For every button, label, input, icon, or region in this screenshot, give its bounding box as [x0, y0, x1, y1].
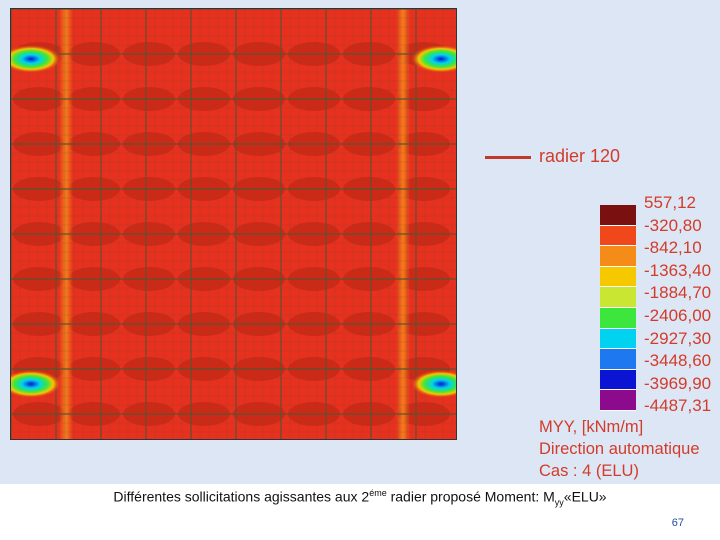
scale-swatch — [600, 369, 636, 391]
scale-swatch — [600, 266, 636, 288]
scale-swatch — [600, 390, 636, 411]
column-strip-right — [396, 9, 410, 439]
hotspot-bottom-right — [411, 370, 456, 398]
scale-value: -320,80 — [644, 215, 702, 235]
scale-value: -4487,31 — [644, 396, 712, 416]
legend-line-label: radier 120 — [539, 146, 621, 166]
page-number: 67 — [671, 517, 684, 529]
legend-line-swatch — [485, 156, 531, 159]
direction-label: Direction automatique — [539, 440, 700, 458]
scale-value: -2406,00 — [644, 305, 712, 325]
scale-value: -1884,70 — [644, 283, 712, 303]
scale-value: -3448,60 — [644, 351, 712, 371]
hotspot-top-left — [11, 45, 61, 73]
figure-caption: Différentes sollicitations agissantes au… — [113, 488, 607, 508]
hotspot-top-right — [411, 45, 456, 73]
scale-value: -842,10 — [644, 238, 702, 258]
scale-value: 557,12 — [644, 193, 696, 212]
scale-value: -1363,40 — [644, 260, 712, 280]
scale-swatch — [600, 205, 636, 226]
scale-value: -2927,30 — [644, 328, 712, 348]
scale-swatch — [600, 349, 636, 370]
scale-swatch — [600, 328, 636, 350]
quantity-label: MYY, [kNm/m] — [539, 418, 644, 436]
column-strip-left — [59, 9, 73, 439]
mesh-grid — [11, 9, 456, 439]
result-info: MYY, [kNm/m] Direction automatique Cas :… — [539, 416, 700, 482]
color-scale — [600, 205, 636, 411]
moment-contour-plot — [10, 8, 457, 440]
scale-swatch — [600, 225, 636, 247]
color-scale-values: 557,12 -320,80 -842,10 -1363,40 -1884,70 -240… — [644, 192, 711, 418]
scale-swatch — [600, 246, 636, 267]
scale-swatch — [600, 307, 636, 329]
load-case-label: Cas : 4 (ELU) — [539, 462, 639, 480]
scale-value: -3969,90 — [644, 373, 712, 393]
hotspot-bottom-left — [11, 370, 61, 398]
scale-swatch — [600, 287, 636, 308]
